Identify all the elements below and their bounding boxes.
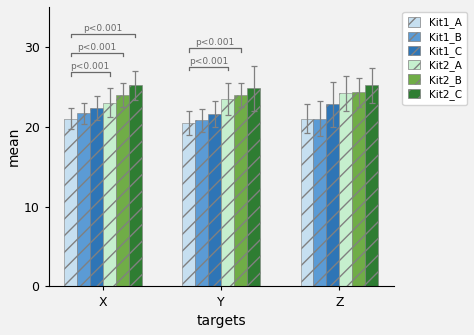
- Bar: [64, 119, 77, 286]
- Y-axis label: mean: mean: [7, 127, 21, 166]
- Bar: [313, 119, 327, 286]
- Bar: [116, 95, 129, 286]
- Bar: [129, 85, 142, 286]
- Bar: [182, 123, 195, 286]
- Legend: Kit1_A, Kit1_B, Kit1_C, Kit2_A, Kit2_B, Kit2_C: Kit1_A, Kit1_B, Kit1_C, Kit2_A, Kit2_B, …: [402, 12, 467, 105]
- Text: p<0.001: p<0.001: [83, 24, 123, 33]
- Text: p<0.001: p<0.001: [189, 57, 228, 66]
- X-axis label: targets: targets: [196, 314, 246, 328]
- Bar: [208, 114, 221, 286]
- Text: p<0.001: p<0.001: [195, 38, 234, 47]
- Bar: [247, 88, 260, 286]
- Bar: [352, 92, 365, 286]
- Bar: [234, 95, 247, 286]
- Bar: [77, 113, 90, 286]
- Bar: [327, 105, 339, 286]
- Bar: [365, 85, 378, 286]
- Bar: [195, 120, 208, 286]
- Bar: [103, 103, 116, 286]
- Bar: [301, 119, 313, 286]
- Bar: [339, 93, 352, 286]
- Bar: [90, 109, 103, 286]
- Bar: [221, 99, 234, 286]
- Text: p<0.001: p<0.001: [71, 62, 110, 71]
- Text: p<0.001: p<0.001: [77, 43, 116, 52]
